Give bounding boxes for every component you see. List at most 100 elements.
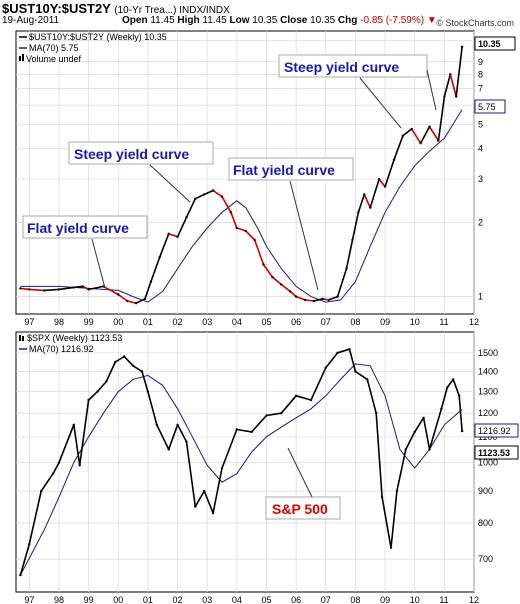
price-segment [147, 391, 158, 426]
panel2-x-axis: 97 98 99 00 01 02 03 04 05 06 07 08 09 10 11 12 [24, 595, 479, 604]
price-segment [52, 462, 60, 474]
price-point [81, 285, 84, 288]
price-segment [428, 408, 443, 450]
price-point [78, 464, 81, 467]
price-segment [369, 178, 380, 208]
price-segment [375, 413, 383, 498]
price-point [348, 348, 351, 351]
price-segment [236, 227, 246, 232]
price-point [458, 394, 461, 397]
low-value: 10.35 [252, 15, 278, 26]
price-segment [337, 348, 350, 354]
price-segment [336, 268, 348, 297]
legend-ma: MA(70) 5.75 [29, 43, 79, 53]
x-tick-label: 01 [143, 317, 153, 327]
annotation-flat-2-arrow [289, 180, 319, 291]
price-point [404, 448, 407, 451]
open-label: Open [122, 15, 148, 26]
price-point [428, 448, 431, 451]
price-point [449, 73, 452, 76]
price-point [351, 238, 354, 242]
price-segment [419, 126, 431, 144]
annotation-steep-2-text: Steep yield curve [284, 59, 399, 75]
price-point [437, 139, 440, 142]
price-point [321, 297, 324, 300]
price-point [392, 158, 396, 161]
price-point [345, 267, 348, 270]
price-point [87, 398, 90, 402]
price-segment [280, 395, 297, 414]
legend-spx-bar-icon-2 [22, 336, 24, 341]
y-tick-label: 800 [478, 518, 493, 528]
price-segment [458, 395, 463, 432]
annotation-sp500-text: S&P 500 [272, 501, 328, 517]
legend-spx-bar-icon [19, 335, 21, 341]
price-segment [446, 378, 454, 388]
price-segment [405, 431, 416, 450]
x-tick-label: 06 [291, 317, 301, 327]
low-label: Low [229, 15, 250, 26]
last-price-label: 10.35 [478, 39, 501, 49]
price-point [410, 127, 413, 131]
price-point [51, 472, 55, 475]
price-point [131, 364, 135, 367]
price-point [203, 489, 206, 493]
price-point [250, 430, 253, 434]
y-tick-label: 1400 [478, 367, 498, 377]
price-point [440, 407, 443, 410]
price-segment [221, 196, 232, 213]
x-tick-label: 11 [439, 595, 448, 604]
y-tick-label: 1300 [478, 387, 498, 397]
spx-ma-value-box [474, 423, 519, 438]
price-segment [212, 467, 223, 514]
price-segment [150, 256, 161, 282]
price-segment [313, 298, 323, 302]
price-segment [381, 497, 392, 548]
panel1-x-axis: 97 98 99 00 01 02 03 04 05 06 07 08 09 10 11 12 [24, 317, 479, 327]
price-point [143, 297, 147, 300]
annotation-steep-1-text: Steep yield curve [74, 146, 189, 162]
annotation-steep-2: Steep yield curve [278, 54, 437, 129]
y-tick-label: 3 [478, 174, 483, 184]
price-point [194, 505, 197, 508]
y-tick-label: 1 [478, 292, 483, 302]
symbol-description: (10-Yr Trea...) INDX/INDX [114, 5, 230, 16]
volume-bar-icon [19, 56, 21, 61]
x-tick-label: 02 [173, 595, 183, 604]
price-point [354, 370, 357, 373]
price-point [324, 366, 327, 369]
price-segment [221, 429, 238, 469]
x-tick-label: 98 [54, 317, 64, 327]
annotation-flat-1-arrow [91, 238, 106, 289]
x-tick-label: 01 [143, 595, 153, 604]
price-point [43, 289, 46, 292]
x-tick-label: 04 [232, 317, 242, 327]
price-point [452, 378, 455, 381]
price-segment [29, 288, 45, 292]
price-segment [295, 295, 306, 301]
price-point [460, 45, 464, 48]
x-tick-label: 99 [84, 595, 94, 604]
annotation-flat-1-text: Flat yield curve [27, 220, 129, 236]
legend-volume: Volume undef [26, 54, 82, 64]
price-point [158, 255, 161, 259]
x-tick-label: 03 [202, 595, 212, 604]
y-tick-label: 700 [478, 554, 493, 564]
spx-ma-value-label: 1216.92 [478, 426, 511, 436]
stockcharts-brand[interactable]: © StockCharts.com [436, 18, 514, 28]
price-segment [44, 288, 60, 292]
price-segment [58, 424, 75, 463]
price-segment [127, 300, 137, 304]
price-segment [295, 395, 312, 401]
price-segment [245, 230, 256, 241]
price-point [134, 302, 138, 305]
price-segment [351, 212, 360, 241]
price-segment [168, 233, 178, 238]
price-point [19, 573, 22, 577]
price-segment [366, 379, 377, 414]
price-segment [73, 424, 81, 466]
price-point [229, 211, 233, 214]
annotation-steep-1-arrow [149, 164, 191, 203]
price-point [117, 293, 120, 296]
y-tick-label: 1500 [478, 348, 498, 358]
